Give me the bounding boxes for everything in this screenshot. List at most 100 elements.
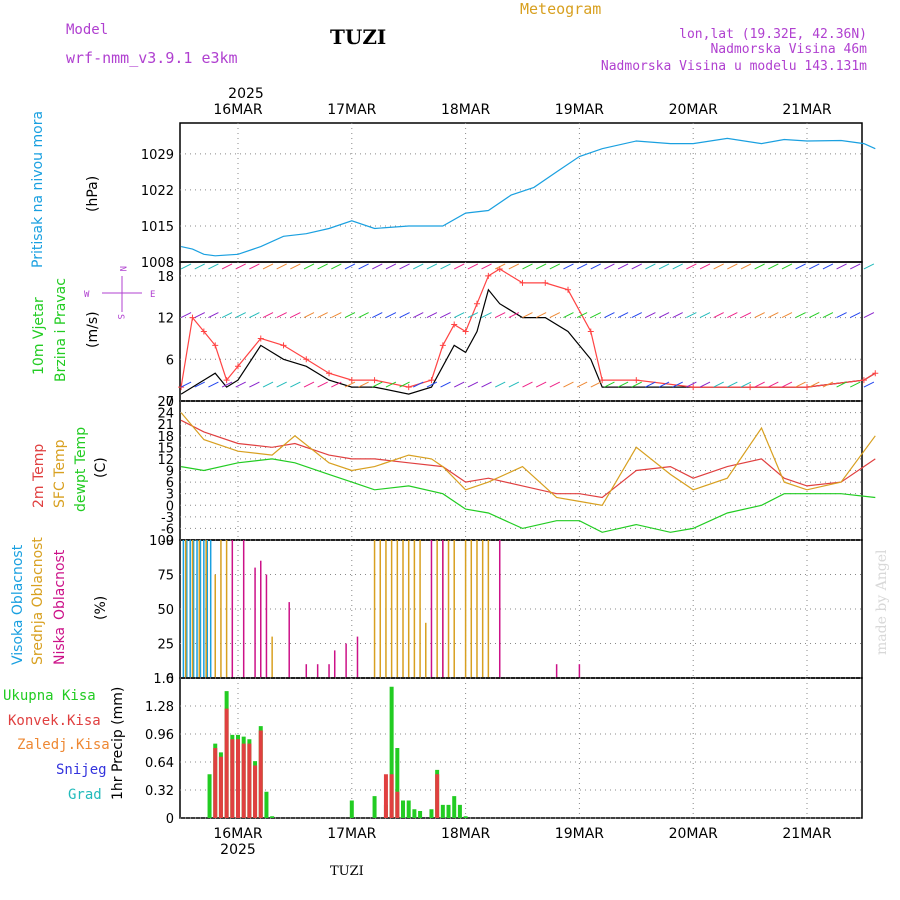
bar-4-1 — [236, 739, 240, 818]
wind-arrow — [768, 312, 779, 319]
wind-arrow — [344, 263, 356, 270]
wind-arrow — [631, 263, 642, 270]
bar-4-1 — [230, 739, 235, 818]
gust-marker — [348, 377, 355, 384]
footer-station: TUZI — [330, 864, 364, 879]
gust-marker — [587, 328, 594, 335]
bar-3-0 — [182, 540, 185, 678]
wind-arrow — [604, 263, 615, 270]
wind-arrow — [699, 263, 711, 270]
wind-label-2: Brzina i Pravac — [53, 278, 69, 382]
cloud-label-3b: Oblacnost — [52, 549, 68, 620]
wind-arrow — [850, 263, 861, 270]
gust-marker — [485, 272, 492, 279]
precip-unit: 1hr Precip (mm) — [110, 687, 126, 800]
wind-arrow — [590, 263, 602, 270]
wind-arrow — [850, 312, 861, 319]
wind-arrow — [180, 263, 192, 270]
bar-3-1 — [198, 540, 201, 678]
wind-arrow — [740, 381, 752, 388]
bar-3-2 — [555, 664, 558, 678]
model-label: Model — [66, 22, 108, 38]
bar-3-2 — [498, 540, 501, 678]
bar-3-2 — [345, 643, 347, 678]
model-elevation-text: Nadmorska Visina u modelu 143.131m — [601, 59, 867, 74]
series-line-0-0 — [180, 137, 876, 257]
ytick-label-0-3: 1029 — [141, 148, 174, 163]
wind-arrow — [440, 381, 451, 388]
bar-3-2 — [288, 602, 290, 678]
bar-4-1 — [224, 708, 229, 818]
ytick-label-0-2: 1022 — [141, 184, 174, 199]
wind-arrow — [631, 381, 642, 388]
gust-marker — [223, 377, 230, 384]
bar-3-2 — [430, 540, 433, 678]
wind-arrow — [563, 263, 574, 270]
bar-3-0 — [186, 540, 188, 678]
bar-4-1 — [395, 791, 400, 818]
ytick-label-4-1: 0.32 — [145, 784, 174, 799]
bar-3-0 — [192, 540, 195, 678]
bar-3-1 — [205, 540, 207, 678]
gust-marker — [280, 342, 287, 349]
gust-marker — [303, 356, 310, 363]
legend-snow: Snijeg — [56, 762, 107, 778]
temp-label-2: SFC Temp — [52, 439, 68, 508]
bar-4-0 — [463, 816, 468, 818]
year-top: 2025 — [228, 86, 264, 102]
ytick-label-4-2: 0.64 — [145, 756, 174, 771]
gust-marker — [690, 384, 697, 391]
wind-compass: N W E S — [84, 266, 155, 319]
gust-marker — [428, 377, 435, 384]
wind-arrow — [549, 312, 561, 319]
wind-arrow — [494, 312, 506, 319]
wind-arrow — [413, 312, 424, 319]
wind-arrow — [686, 263, 697, 270]
wind-arrow — [768, 381, 779, 388]
wind-arrow — [863, 381, 875, 388]
legend-conv: Konvek.Kisa — [8, 713, 101, 729]
ytick-label-0-1: 1015 — [141, 220, 174, 235]
wind-arrow — [535, 312, 547, 319]
panel-frame-4 — [179, 677, 863, 819]
wind-arrow — [508, 312, 520, 319]
wind-arrow — [576, 312, 588, 319]
wind-arrow — [522, 263, 533, 270]
bar-3-1 — [453, 540, 455, 678]
wind-arrow — [481, 312, 492, 319]
wind-arrow — [508, 263, 520, 270]
gust-marker — [405, 384, 412, 391]
wind-arrow — [303, 381, 315, 388]
bar-3-2 — [231, 540, 234, 678]
ytick-label-4-0: 0 — [166, 812, 174, 827]
bar-3-1 — [419, 540, 421, 678]
day-label-bottom-4: 20MAR — [669, 826, 718, 842]
day-label-bottom-0: 16MAR — [213, 826, 262, 842]
wind-arrow — [344, 381, 356, 388]
wind-arrow — [303, 263, 315, 270]
gust-marker — [462, 328, 469, 335]
bar-3-1 — [191, 540, 194, 678]
bar-3-2 — [305, 664, 308, 678]
ytick-label-2-9: 18 — [157, 430, 174, 445]
bar-3-1 — [481, 540, 484, 678]
ytick-label-1-3: 18 — [157, 270, 174, 285]
model-name: wrf-nmm_v3.9.1 e3km — [66, 49, 238, 67]
wind-arrow — [385, 312, 397, 319]
wind-arrow — [809, 381, 820, 388]
wind-arrow — [467, 381, 479, 388]
bar-4-0 — [452, 796, 457, 818]
pressure-label: Pritisak na nivou mora — [30, 111, 46, 268]
wind-arrow — [672, 312, 683, 319]
bar-4-1 — [247, 743, 252, 818]
wind-arrow — [727, 381, 738, 388]
bar-3-1 — [476, 540, 478, 678]
ytick-label-2-4: 3 — [166, 488, 174, 503]
gust-marker — [542, 279, 549, 286]
ytick-label-2-3: 0 — [166, 499, 174, 514]
wind-arrow — [235, 263, 246, 270]
series-line-1-0 — [180, 288, 876, 395]
wind-arrow — [440, 312, 451, 319]
ytick-label-3-3: 75 — [157, 569, 174, 584]
wind-arrow — [713, 381, 724, 388]
